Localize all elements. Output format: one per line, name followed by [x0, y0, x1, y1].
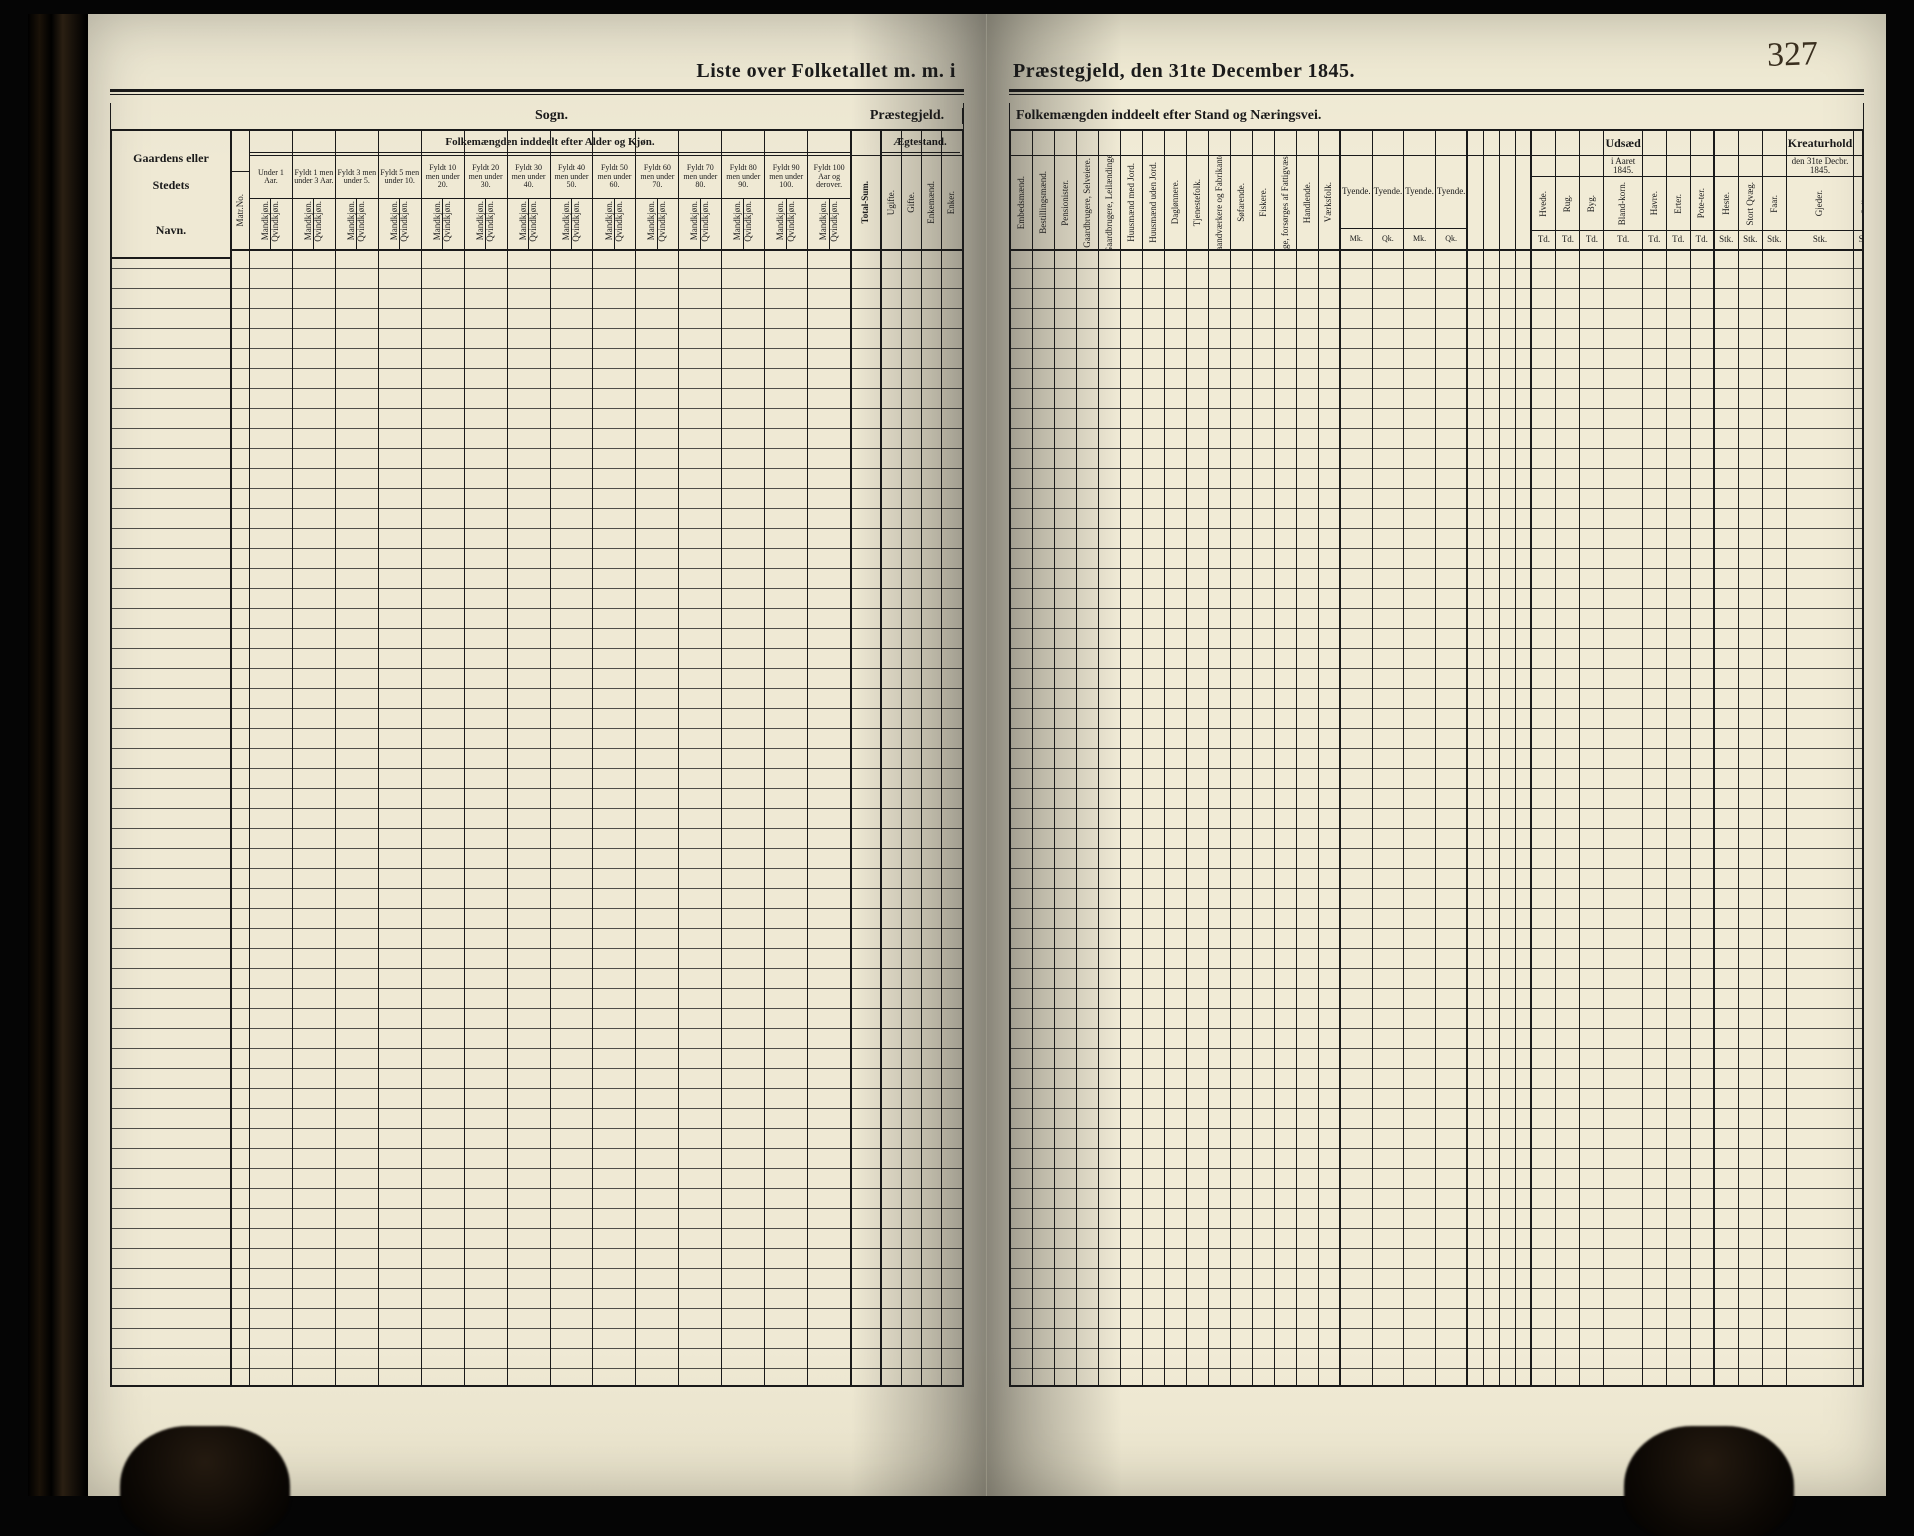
title-left: Liste over Folketallet m. m. i — [110, 60, 964, 83]
grid-right: Embedsmænd.Bestillingsmænd.Pensionister.… — [1009, 130, 1864, 1387]
rule — [110, 89, 964, 92]
row-lines — [112, 249, 962, 1385]
title-right-text: Præstegjeld, den 31te December 1845. — [1013, 60, 1355, 83]
header-band-right: Folkemængden inddeelt efter Stand og Nær… — [1009, 103, 1864, 130]
marital-group-label: Ægtestand. — [880, 131, 960, 153]
thumb-shadow-right — [1624, 1426, 1794, 1536]
title-left-text: Liste over Folketallet m. m. i — [696, 60, 956, 83]
rule — [1009, 89, 1864, 92]
page-number: 327 — [1766, 35, 1818, 75]
rule — [110, 94, 964, 95]
page-right: 327 Præstegjeld, den 31te December 1845.… — [987, 14, 1886, 1496]
gaardens-label: Gaardens eller — [133, 151, 209, 166]
super-age-label: Folkemængden inddeelt efter Alder og Kjø… — [250, 131, 850, 153]
header-band-left: Sogn. Præstegjeld. — [110, 103, 964, 130]
open-book: Liste over Folketallet m. m. i Sogn. Præ… — [28, 14, 1886, 1496]
sogn-label: Sogn. — [251, 108, 852, 124]
super-right-band: Folkemængden inddeelt efter Stand og Nær… — [1010, 108, 1863, 124]
row-lines — [1011, 249, 1862, 1385]
book-spine — [28, 14, 88, 1496]
grid-left: Gaardens ellerStedetsNavn.Matr.No.Under … — [110, 130, 964, 1387]
navn-label: Navn. — [156, 223, 186, 238]
praest-label-left: Præstegjeld. — [852, 108, 963, 124]
page-left: Liste over Folketallet m. m. i Sogn. Præ… — [88, 14, 987, 1496]
title-right: Præstegjeld, den 31te December 1845. — [1009, 60, 1864, 83]
scanner-bed: Liste over Folketallet m. m. i Sogn. Præ… — [0, 0, 1914, 1536]
thumb-shadow-left — [120, 1426, 290, 1536]
stedets-label: Stedets — [153, 178, 190, 193]
rule — [1009, 94, 1864, 95]
